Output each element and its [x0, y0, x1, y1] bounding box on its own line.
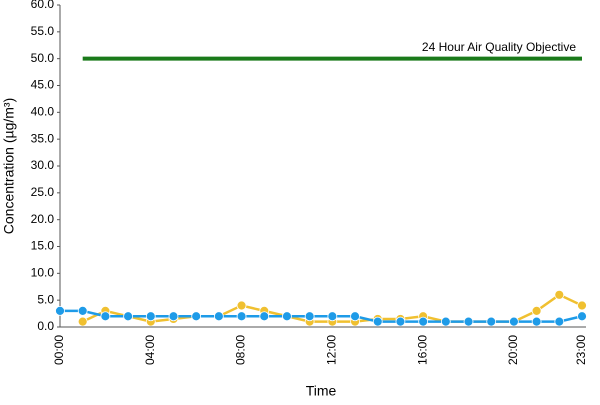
x-tick-label: 23:00 — [574, 335, 588, 365]
y-tick-label: 15.0 — [31, 239, 55, 253]
y-tick-label: 40.0 — [31, 105, 55, 119]
y-tick-label: 10.0 — [31, 266, 55, 280]
x-tick-label: 00:00 — [52, 335, 66, 365]
point — [213, 311, 224, 322]
point — [554, 289, 565, 300]
y-tick-label: 45.0 — [31, 78, 55, 92]
y-tick-label: 60.0 — [31, 0, 55, 11]
point — [463, 316, 474, 327]
point — [531, 316, 542, 327]
point — [486, 316, 497, 327]
point — [236, 300, 247, 311]
y-tick-label: 35.0 — [31, 131, 55, 145]
y-tick-label: 50.0 — [31, 51, 55, 65]
point — [554, 316, 565, 327]
x-axis-label: Time — [306, 383, 337, 399]
point — [327, 311, 338, 322]
point — [577, 300, 587, 311]
y-axis-label: Concentration (µg/m³) — [1, 98, 17, 234]
y-tick-label: 20.0 — [31, 212, 55, 226]
point — [372, 316, 383, 327]
point — [168, 311, 179, 322]
annotation: 24 Hour Air Quality Objective — [422, 40, 576, 54]
y-tick-label: 0.0 — [37, 319, 54, 333]
point — [440, 316, 451, 327]
y-tick-label: 25.0 — [31, 185, 55, 199]
x-tick-label: 04:00 — [143, 335, 157, 365]
x-tick-label: 16:00 — [415, 335, 429, 365]
x-tick-label: 08:00 — [234, 335, 248, 365]
point — [123, 311, 133, 322]
series-line — [60, 309, 583, 323]
x-tick-label: 12:00 — [325, 335, 339, 365]
point — [236, 311, 247, 322]
point — [304, 311, 315, 322]
point — [77, 316, 88, 327]
y-tick-label: 30.0 — [31, 158, 55, 172]
point — [395, 316, 406, 327]
point — [282, 311, 292, 322]
point — [350, 311, 360, 322]
point — [418, 316, 429, 327]
point — [577, 311, 587, 322]
y-tick-label: 5.0 — [37, 292, 54, 306]
point — [509, 316, 519, 327]
y-tick-label: 55.0 — [31, 24, 55, 38]
point — [100, 311, 111, 322]
x-tick-label: 20:00 — [506, 335, 520, 365]
point — [531, 305, 542, 316]
point — [145, 311, 156, 322]
point — [191, 311, 202, 322]
point — [77, 305, 88, 316]
point — [259, 311, 270, 322]
point — [55, 305, 65, 316]
